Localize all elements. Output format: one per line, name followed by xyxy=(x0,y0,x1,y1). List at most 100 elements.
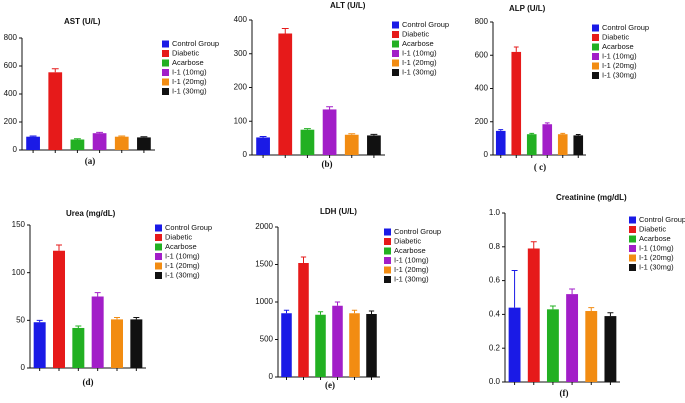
bar xyxy=(332,305,343,377)
legend-swatch xyxy=(629,216,636,224)
legend-swatch xyxy=(629,245,636,252)
legend-label: Control Group xyxy=(602,23,649,32)
legend-label: Diabetic xyxy=(394,236,421,245)
legend-swatch xyxy=(592,53,599,60)
legend-swatch xyxy=(155,243,162,251)
error-bar xyxy=(283,309,290,314)
legend-label: Acarbose xyxy=(394,246,426,255)
error-bar xyxy=(326,106,334,110)
legend-label: I-1 (30mg) xyxy=(165,270,200,279)
legend-label: I-1 (30mg) xyxy=(639,262,674,271)
legend-label: Diabetic xyxy=(402,29,429,38)
legend-swatch xyxy=(384,238,391,245)
bar xyxy=(72,327,85,368)
y-tick-label: 100 xyxy=(12,268,26,277)
bar xyxy=(91,296,104,368)
error-bar xyxy=(529,132,535,135)
y-tick-label: 800 xyxy=(475,17,489,26)
bar xyxy=(604,316,617,382)
y-tick-label: 300 xyxy=(234,49,248,58)
error-bar xyxy=(334,301,341,306)
y-tick-label: 800 xyxy=(4,33,18,42)
y-tick-label: 600 xyxy=(475,50,489,59)
bar xyxy=(137,137,151,150)
error-bar xyxy=(607,312,614,317)
legend-label: I-1 (10mg) xyxy=(165,251,200,260)
legend-label: I-1 (30mg) xyxy=(394,274,429,283)
legend-swatch xyxy=(384,257,391,264)
legend-label: I-1 (20mg) xyxy=(172,77,207,86)
legend-swatch xyxy=(155,253,162,260)
chart-title: LDH (U/L) xyxy=(320,207,357,216)
error-bar xyxy=(560,132,566,135)
legend-label: I-1 (30mg) xyxy=(172,86,207,95)
error-bar xyxy=(317,311,324,315)
legend-label: Control Group xyxy=(402,20,449,29)
bar xyxy=(349,313,360,377)
bar xyxy=(26,136,40,150)
legend-swatch xyxy=(392,40,399,48)
legend-label: Acarbose xyxy=(639,234,671,243)
legend-swatch xyxy=(162,69,169,76)
y-tick-label: 1000 xyxy=(255,297,273,306)
y-tick-label: 150 xyxy=(12,220,26,229)
y-tick-label: 0 xyxy=(21,363,26,372)
error-bar xyxy=(56,244,62,251)
legend-label: I-1 (10mg) xyxy=(394,255,429,264)
error-bar xyxy=(300,256,307,263)
bar xyxy=(111,319,123,368)
legend-swatch xyxy=(392,31,399,38)
bar xyxy=(495,130,506,155)
legend-swatch xyxy=(162,78,169,86)
y-tick-label: 0.8 xyxy=(489,242,501,251)
legend-swatch xyxy=(384,266,391,274)
y-tick-label: 200 xyxy=(475,117,489,126)
caption: ( c) xyxy=(534,162,546,172)
error-bar xyxy=(259,135,267,138)
bar xyxy=(511,51,522,155)
error-bar xyxy=(588,307,595,312)
chart-title: Creatinine (mg/dL) xyxy=(556,193,627,202)
legend-swatch xyxy=(392,50,399,57)
bar xyxy=(92,133,107,150)
legend-swatch xyxy=(384,247,391,255)
legend-swatch xyxy=(384,228,391,236)
error-bar xyxy=(368,310,375,314)
bar xyxy=(33,322,46,368)
legend-label: I-1 (10mg) xyxy=(602,51,637,60)
legend-swatch xyxy=(392,21,399,29)
bar xyxy=(315,314,326,377)
legend-label: Diabetic xyxy=(639,224,666,233)
bar xyxy=(281,313,292,377)
caption: (f) xyxy=(560,388,569,398)
legend-swatch xyxy=(629,254,636,262)
bar xyxy=(70,139,85,150)
legend-swatch xyxy=(592,43,599,51)
bar xyxy=(53,250,65,368)
legend-swatch xyxy=(155,224,162,232)
legend-label: I-1 (20mg) xyxy=(394,265,429,274)
legend-swatch xyxy=(162,50,169,57)
error-bar xyxy=(51,68,59,73)
bar xyxy=(526,134,537,155)
error-bar xyxy=(498,129,504,131)
error-bar xyxy=(511,269,518,308)
legend-label: I-1 (30mg) xyxy=(402,67,437,76)
legend-swatch xyxy=(155,262,162,270)
legend-label: Control Group xyxy=(394,227,441,236)
y-tick-label: 0 xyxy=(269,372,274,381)
bar xyxy=(585,311,598,382)
error-bar xyxy=(114,316,120,320)
error-bar xyxy=(140,136,148,138)
chart-title: ALT (U/L) xyxy=(330,1,366,10)
error-bar xyxy=(94,292,101,297)
bar xyxy=(130,319,143,368)
legend-label: I-1 (20mg) xyxy=(402,58,437,67)
bar xyxy=(366,314,377,377)
error-bar xyxy=(351,309,358,314)
legend-label: Diabetic xyxy=(172,48,199,57)
chart-title: ALP (U/L) xyxy=(509,4,546,13)
error-bar xyxy=(96,131,104,134)
bar xyxy=(256,137,270,155)
error-bar xyxy=(549,305,556,310)
